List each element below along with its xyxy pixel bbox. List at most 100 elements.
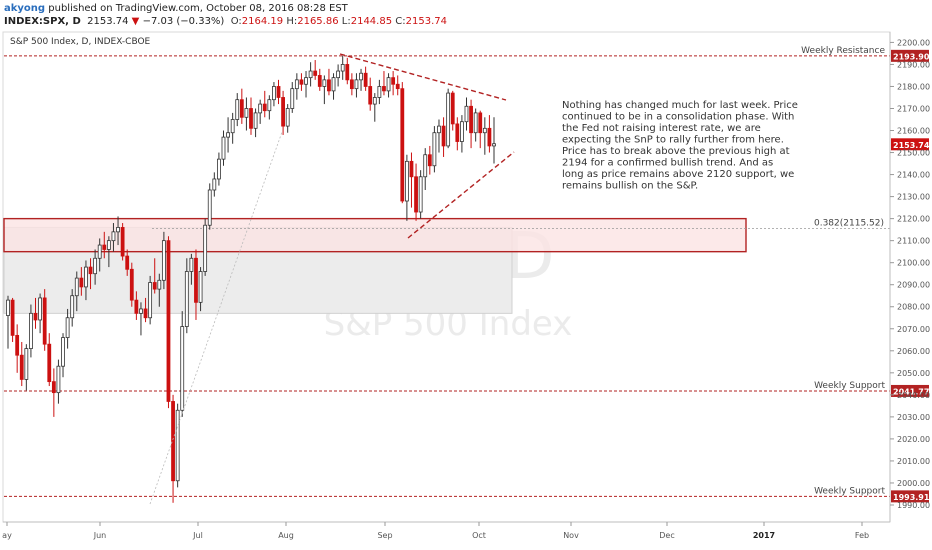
candle[interactable] bbox=[217, 152, 221, 186]
candle[interactable] bbox=[285, 104, 290, 133]
candle[interactable] bbox=[235, 93, 240, 127]
candle[interactable] bbox=[267, 95, 272, 120]
candle[interactable] bbox=[414, 163, 418, 221]
candle[interactable] bbox=[395, 75, 400, 96]
candle[interactable] bbox=[129, 262, 134, 307]
candle[interactable] bbox=[184, 258, 189, 334]
price-axis[interactable]: 2200.00 2190.00 2180.00 2170.00 2160.00 2150.… bbox=[889, 32, 930, 522]
candle[interactable] bbox=[354, 73, 359, 98]
price-chart[interactable]: SPX, D S&P 500 Index Weekly Resistance21… bbox=[0, 30, 932, 550]
candle[interactable] bbox=[79, 267, 84, 296]
candle[interactable] bbox=[349, 73, 354, 96]
candle[interactable] bbox=[84, 260, 88, 301]
candle[interactable] bbox=[38, 293, 42, 334]
candle[interactable] bbox=[492, 117, 496, 164]
candle[interactable] bbox=[157, 273, 162, 307]
candle[interactable] bbox=[221, 130, 226, 166]
candle[interactable] bbox=[65, 308, 70, 349]
candle[interactable] bbox=[230, 112, 235, 144]
upper-trendline[interactable] bbox=[339, 53, 507, 101]
candle[interactable] bbox=[148, 275, 153, 325]
candle[interactable] bbox=[88, 258, 93, 290]
candle[interactable] bbox=[432, 126, 437, 173]
candle[interactable] bbox=[377, 79, 382, 105]
candle[interactable] bbox=[161, 231, 166, 290]
candle[interactable] bbox=[180, 311, 185, 417]
candle[interactable] bbox=[409, 152, 414, 208]
candle[interactable] bbox=[139, 302, 143, 336]
candle[interactable] bbox=[290, 82, 295, 113]
candle[interactable] bbox=[143, 297, 148, 323]
candle[interactable] bbox=[460, 115, 464, 153]
candle[interactable] bbox=[404, 154, 409, 221]
author-link[interactable]: akyong bbox=[4, 3, 46, 14]
candle[interactable] bbox=[198, 267, 203, 312]
candle[interactable] bbox=[322, 75, 327, 105]
candle[interactable] bbox=[345, 57, 350, 85]
candle[interactable] bbox=[427, 145, 432, 175]
candle[interactable] bbox=[111, 223, 116, 252]
candle[interactable] bbox=[359, 68, 363, 91]
candle[interactable] bbox=[294, 73, 299, 100]
candle[interactable] bbox=[74, 271, 79, 312]
candle[interactable] bbox=[47, 333, 52, 387]
candle[interactable] bbox=[478, 110, 483, 149]
candle[interactable] bbox=[418, 170, 423, 219]
candle[interactable] bbox=[331, 73, 336, 100]
candle[interactable] bbox=[134, 291, 139, 320]
candle[interactable] bbox=[313, 60, 318, 80]
candle[interactable] bbox=[258, 99, 263, 124]
candle[interactable] bbox=[464, 97, 469, 131]
candle[interactable] bbox=[262, 90, 267, 118]
candle[interactable] bbox=[469, 99, 473, 149]
candle[interactable] bbox=[281, 90, 285, 135]
lower-trendline[interactable] bbox=[407, 151, 515, 239]
candle[interactable] bbox=[473, 108, 478, 142]
candle[interactable] bbox=[239, 88, 244, 124]
candle[interactable] bbox=[226, 117, 230, 153]
candle[interactable] bbox=[207, 183, 212, 230]
candle[interactable] bbox=[446, 88, 451, 149]
candle[interactable] bbox=[61, 333, 65, 378]
candle[interactable] bbox=[15, 324, 20, 373]
candle[interactable] bbox=[102, 231, 107, 259]
candle[interactable] bbox=[152, 258, 157, 294]
candle[interactable] bbox=[272, 82, 276, 107]
candle[interactable] bbox=[212, 172, 217, 197]
candle[interactable] bbox=[336, 64, 341, 87]
candle[interactable] bbox=[437, 119, 441, 153]
candle[interactable] bbox=[455, 117, 460, 151]
candle[interactable] bbox=[70, 289, 75, 327]
candle[interactable] bbox=[368, 77, 373, 111]
candle[interactable] bbox=[276, 79, 281, 105]
candle[interactable] bbox=[372, 93, 377, 122]
candle[interactable] bbox=[244, 97, 249, 131]
candle[interactable] bbox=[249, 97, 253, 135]
candle[interactable] bbox=[308, 62, 313, 87]
candle[interactable] bbox=[10, 297, 15, 342]
candle[interactable] bbox=[51, 368, 56, 417]
candle[interactable] bbox=[203, 218, 208, 276]
candle[interactable] bbox=[166, 236, 171, 409]
candle[interactable] bbox=[93, 249, 98, 285]
candle[interactable] bbox=[19, 341, 24, 387]
symbol-label[interactable]: INDEX:SPX, D bbox=[4, 16, 81, 27]
candle[interactable] bbox=[106, 236, 111, 268]
candle[interactable] bbox=[29, 304, 33, 358]
candle[interactable] bbox=[120, 223, 125, 261]
candle[interactable] bbox=[386, 73, 391, 98]
candle[interactable] bbox=[487, 115, 492, 153]
candle[interactable] bbox=[175, 403, 180, 488]
candle[interactable] bbox=[171, 394, 175, 503]
candle[interactable] bbox=[299, 73, 304, 91]
candle[interactable] bbox=[56, 359, 61, 404]
candle[interactable] bbox=[24, 344, 29, 391]
candle[interactable] bbox=[363, 66, 368, 91]
candle[interactable] bbox=[441, 117, 446, 157]
candle[interactable] bbox=[382, 71, 386, 96]
candle[interactable] bbox=[6, 295, 10, 349]
candle[interactable] bbox=[116, 216, 120, 246]
candle[interactable] bbox=[42, 289, 47, 351]
candle[interactable] bbox=[125, 249, 130, 276]
candle[interactable] bbox=[391, 71, 396, 96]
